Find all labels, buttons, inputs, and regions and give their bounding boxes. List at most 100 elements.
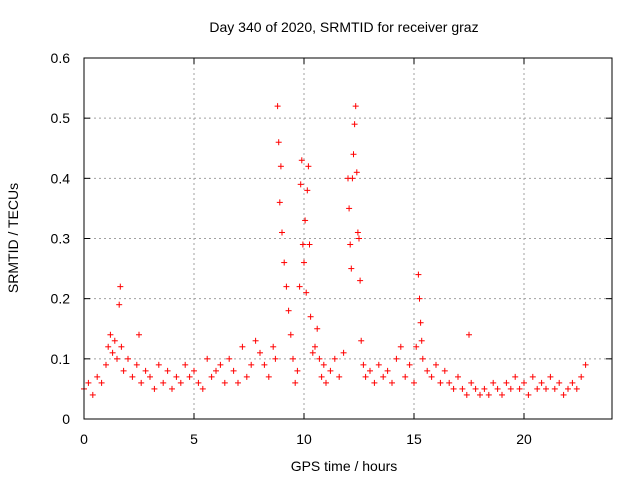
data-point — [117, 283, 124, 290]
data-point — [441, 367, 448, 374]
data-point — [466, 331, 472, 338]
data-point — [547, 373, 554, 380]
data-point — [516, 385, 523, 392]
data-point — [358, 337, 365, 344]
y-tick-label: 0.1 — [51, 351, 71, 367]
data-point — [230, 367, 237, 374]
x-tick-label: 0 — [80, 431, 88, 447]
data-point — [221, 379, 228, 386]
data-point — [463, 391, 470, 398]
data-point — [301, 259, 307, 266]
data-point — [307, 313, 314, 320]
data-point — [270, 343, 277, 350]
data-point — [85, 379, 92, 386]
data-point — [226, 355, 233, 362]
data-point — [302, 217, 309, 224]
x-tick-label: 10 — [296, 431, 312, 447]
data-point — [360, 361, 367, 368]
data-point — [316, 355, 323, 362]
data-point — [304, 187, 311, 194]
data-point — [133, 361, 140, 368]
data-point — [142, 367, 149, 374]
data-point — [402, 373, 409, 380]
data-point — [257, 349, 263, 356]
data-point — [428, 373, 435, 380]
data-point — [147, 373, 153, 380]
data-point — [186, 373, 193, 380]
data-point — [138, 379, 145, 386]
data-point — [217, 361, 224, 368]
data-point — [89, 391, 96, 398]
data-point — [413, 343, 420, 350]
data-point — [411, 379, 417, 386]
data-point — [105, 343, 112, 350]
data-point — [397, 343, 404, 350]
data-point — [294, 367, 301, 374]
data-point — [582, 361, 589, 368]
data-point — [116, 301, 123, 308]
data-point — [297, 181, 304, 188]
data-point — [569, 379, 576, 386]
data-point — [248, 361, 255, 368]
data-point — [455, 373, 461, 380]
data-point — [239, 343, 246, 350]
data-point — [481, 385, 488, 392]
data-point — [416, 295, 423, 302]
data-point — [477, 391, 483, 398]
data-point — [406, 361, 413, 368]
data-point — [290, 355, 296, 362]
data-point — [380, 373, 387, 380]
data-point — [283, 283, 290, 290]
data-point — [118, 343, 125, 350]
data-point — [109, 349, 116, 356]
y-tick-label: 0 — [62, 411, 70, 427]
data-point — [347, 241, 354, 248]
data-point — [94, 373, 101, 380]
data-point — [356, 235, 362, 242]
data-point — [309, 349, 316, 356]
data-point — [375, 361, 382, 368]
plot-frame — [83, 57, 613, 420]
data-point — [521, 379, 527, 386]
data-point — [243, 373, 250, 380]
y-tick-label: 0.3 — [51, 231, 71, 247]
x-tick-label: 20 — [516, 431, 532, 447]
data-point — [346, 205, 353, 212]
data-point — [418, 337, 425, 344]
data-point — [120, 367, 127, 374]
data-point — [292, 379, 299, 386]
data-point — [312, 343, 318, 350]
data-point — [277, 163, 284, 170]
data-point — [275, 139, 282, 146]
data-point — [114, 355, 120, 362]
data-point — [314, 325, 321, 332]
data-point — [556, 379, 563, 386]
x-tick-label: 15 — [406, 431, 422, 447]
data-point — [393, 355, 400, 362]
axis-ticks: 0 0.1 0.2 0.3 0.4 0.5 0.6 0 5 10 15 20 — [51, 50, 612, 447]
data-point — [367, 367, 373, 374]
data-point — [173, 373, 180, 380]
data-point — [107, 331, 114, 338]
data-point — [494, 385, 501, 392]
data-point — [327, 367, 334, 374]
data-point — [274, 103, 281, 110]
y-tick-label: 0.5 — [51, 110, 71, 126]
data-point — [279, 229, 285, 236]
data-point — [351, 121, 358, 128]
data-point — [503, 379, 510, 386]
data-point — [261, 361, 268, 368]
data-point — [543, 385, 549, 392]
data-point — [362, 373, 369, 380]
grid-lines — [84, 58, 612, 419]
data-point — [525, 391, 532, 398]
data-point — [468, 379, 475, 386]
data-point — [472, 385, 479, 392]
data-point — [415, 271, 422, 278]
data-point — [384, 367, 391, 374]
data-point — [320, 361, 327, 368]
data-point — [318, 373, 325, 380]
data-point — [296, 283, 303, 290]
data-point — [512, 373, 519, 380]
